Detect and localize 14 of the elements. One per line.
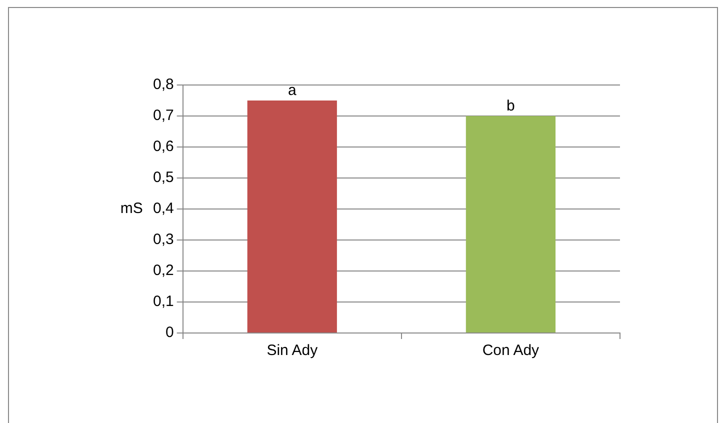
y-axis-title: mS	[120, 200, 143, 218]
y-tick-label: 0,1	[152, 293, 174, 310]
y-tick-label: 0,5	[152, 169, 174, 186]
annotation: b	[506, 98, 515, 115]
y-tick-label: 0,3	[152, 231, 174, 248]
y-tick-label: 0,8	[152, 76, 174, 94]
y-tick-label: 0,6	[152, 138, 174, 156]
y-tick-label: 0,7	[152, 107, 174, 124]
x-tick-label: Sin Ady	[266, 342, 318, 360]
annotation: a	[288, 82, 297, 100]
x-tick-label: Con Ady	[482, 342, 540, 360]
y-tick-label: 0,4	[152, 200, 174, 218]
y-tick-label: 0,2	[152, 262, 174, 280]
y-tick-label: 0	[166, 324, 174, 342]
